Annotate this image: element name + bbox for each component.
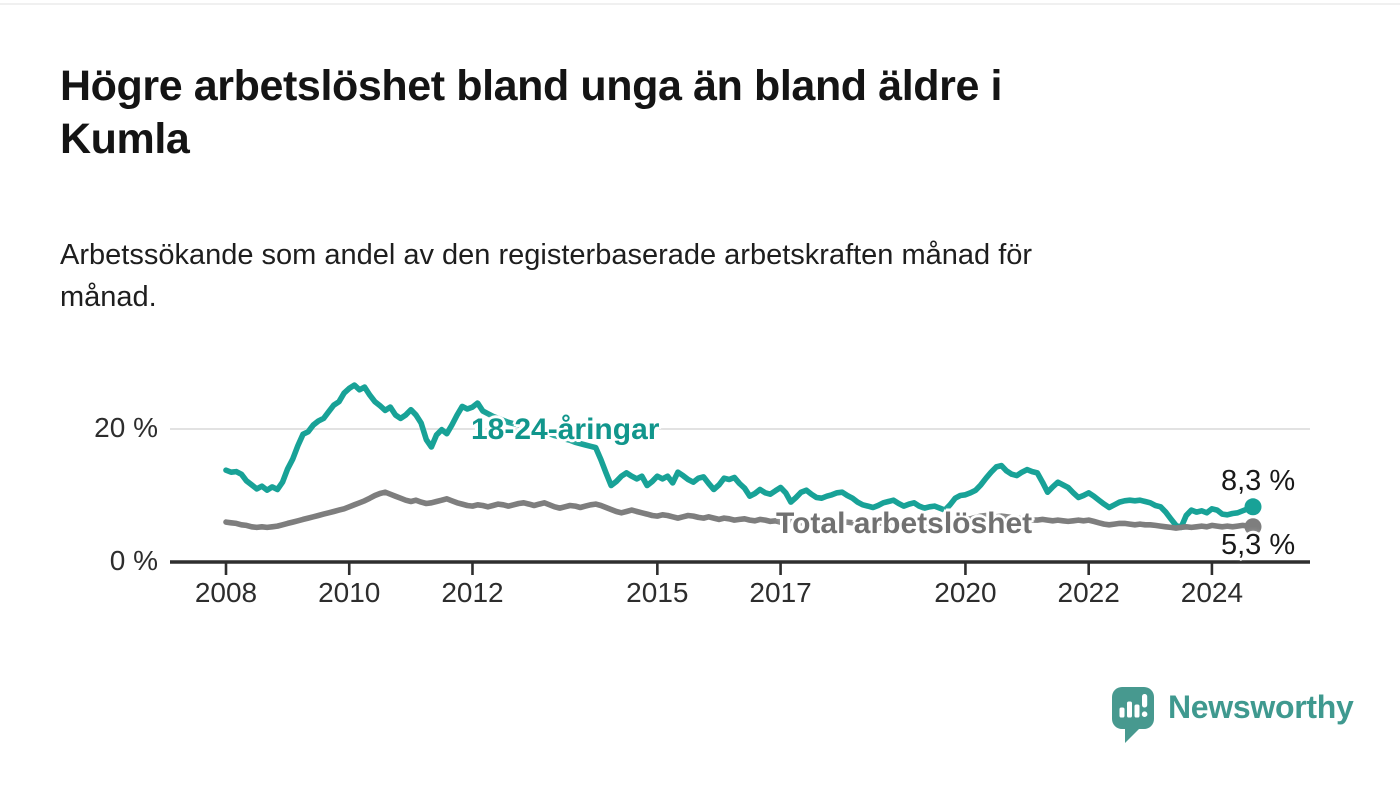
newsworthy-logo-icon xyxy=(1112,687,1154,743)
series-label-youth: 18-24-åringar xyxy=(471,413,660,446)
logo-exclamation-dot xyxy=(1141,711,1148,717)
page-title-line1: Högre arbetslöshet bland unga än bland ä… xyxy=(60,62,1003,110)
y-axis-label-0: 0 % xyxy=(109,545,158,576)
logo-bubble-shape xyxy=(1112,687,1154,743)
y-axis-label-20: 20 % xyxy=(94,412,158,443)
chart-subtitle: Arbetssökande som andel av den registerb… xyxy=(60,234,1290,318)
x-tick-label-2024: 2024 xyxy=(1180,577,1244,608)
newsworthy-logo: Newsworthy xyxy=(1112,687,1354,745)
chart-subtitle-line2: månad. xyxy=(60,281,157,314)
page-title: Högre arbetslöshet bland unga än bland ä… xyxy=(60,60,1320,166)
x-tick-label-2017: 2017 xyxy=(749,577,812,608)
end-value-label-youth: 8,3 % xyxy=(1221,465,1296,497)
chart-subtitle-line1: Arbetssökande som andel av den registerb… xyxy=(60,239,1033,271)
top-divider xyxy=(0,3,1400,5)
page-title-line2: Kumla xyxy=(60,114,190,163)
x-tick-label-2008: 2008 xyxy=(194,577,258,608)
end-value-label-total: 5,3 % xyxy=(1221,529,1296,561)
logo-exclamation-bar xyxy=(1142,694,1148,708)
logo-bar-3 xyxy=(1134,704,1140,718)
x-tick-label-2020: 2020 xyxy=(934,577,997,608)
series-label-total: Total arbetslöshet xyxy=(776,507,1033,540)
x-tick-label-2010: 2010 xyxy=(318,577,381,608)
x-tick-label-2022: 2022 xyxy=(1057,577,1120,608)
x-tick-label-2012: 2012 xyxy=(441,577,504,608)
end-dot-series-1 xyxy=(1244,518,1262,536)
newsworthy-logo-text: Newsworthy xyxy=(1168,689,1354,725)
line-series-0 xyxy=(223,382,1256,531)
end-dot-series-0 xyxy=(1244,498,1262,516)
logo-bar-1 xyxy=(1119,707,1125,718)
line-series-1 xyxy=(223,489,1256,531)
x-tick-label-2015: 2015 xyxy=(626,577,689,608)
logo-bar-2 xyxy=(1127,701,1132,718)
